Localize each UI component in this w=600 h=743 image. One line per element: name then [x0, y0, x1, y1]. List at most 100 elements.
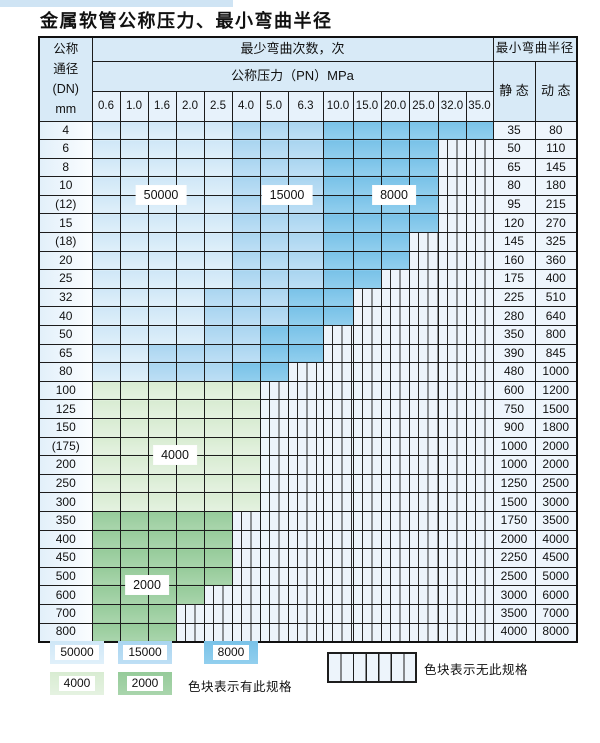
grid-cell — [408, 492, 439, 512]
grid-cell — [437, 455, 467, 475]
grid-cell — [259, 399, 289, 419]
grid-cell — [203, 269, 233, 289]
row-label-dn: 450 — [38, 548, 93, 568]
grid-cell — [408, 269, 439, 289]
grid-cell — [203, 529, 233, 550]
grid-cell — [119, 287, 149, 308]
row-label-dn: 350 — [38, 510, 93, 531]
grid-cell — [408, 585, 439, 605]
grid-cell — [287, 399, 324, 419]
grid-cell — [203, 399, 233, 419]
grid-cell — [119, 325, 149, 345]
grid-cell — [380, 455, 410, 475]
legend-swatch-2000: 2000 — [118, 672, 172, 695]
header-pressure-value: 1.6 — [147, 90, 177, 122]
dynamic-value: 845 — [534, 343, 578, 364]
grid-cell — [119, 306, 149, 327]
grid-cell — [322, 139, 354, 159]
static-value: 3000 — [492, 585, 536, 605]
dynamic-value: 400 — [534, 269, 578, 289]
grid-cell — [91, 510, 121, 531]
grid-cell — [287, 250, 324, 271]
grid-cell — [231, 176, 261, 196]
grid-cell — [352, 306, 382, 327]
header-pressure-value: 20.0 — [380, 90, 410, 122]
static-value: 390 — [492, 343, 536, 364]
grid-cell — [287, 603, 324, 624]
row-label-dn: 125 — [38, 399, 93, 419]
dynamic-value: 270 — [534, 213, 578, 234]
row-label-dn: 700 — [38, 603, 93, 624]
dynamic-value: 1200 — [534, 380, 578, 401]
static-value: 1250 — [492, 473, 536, 494]
grid-cell — [91, 380, 121, 401]
grid-cell — [322, 529, 354, 550]
dynamic-value: 1000 — [534, 362, 578, 382]
grid-cell — [408, 287, 439, 308]
grid-cell — [147, 343, 177, 364]
grid-cell — [287, 455, 324, 475]
grid-cell — [119, 120, 149, 141]
grid-cell — [322, 232, 354, 252]
legend-swatch-value: 8000 — [212, 645, 250, 660]
row-label-dn: (12) — [38, 194, 93, 215]
grid-cell — [465, 139, 494, 159]
grid-cell — [259, 585, 289, 605]
grid-cell — [259, 380, 289, 401]
grid-cell — [203, 325, 233, 345]
grid-cell — [231, 492, 261, 512]
grid-cell — [231, 362, 261, 382]
static-value: 2500 — [492, 566, 536, 587]
grid-cell — [380, 603, 410, 624]
grid-cell — [287, 566, 324, 587]
grid-cell — [380, 232, 410, 252]
grid-cell — [91, 157, 121, 178]
grid-cell — [91, 269, 121, 289]
grid-cell — [352, 548, 382, 568]
grid-cell — [259, 622, 289, 643]
grid-cell — [147, 362, 177, 382]
grid-cell — [322, 455, 354, 475]
grid-cell — [352, 287, 382, 308]
grid-cell — [231, 418, 261, 438]
header-dynamic: 动 态 — [534, 60, 578, 122]
grid-cell — [322, 510, 354, 531]
grid-cell — [408, 157, 439, 178]
grid-cell — [437, 492, 467, 512]
grid-cell — [175, 492, 205, 512]
grid-cell — [203, 157, 233, 178]
grid-cell — [259, 529, 289, 550]
static-value: 225 — [492, 287, 536, 308]
grid-cell — [352, 436, 382, 457]
grid-cell — [287, 306, 324, 327]
grid-cell — [203, 380, 233, 401]
grid-cell — [147, 510, 177, 531]
grid-cell — [437, 269, 467, 289]
grid-cell — [91, 603, 121, 624]
grid-cell — [465, 473, 494, 494]
static-value: 4000 — [492, 622, 536, 643]
grid-cell — [147, 529, 177, 550]
legend-swatch-value: 2000 — [126, 676, 164, 691]
static-value: 1000 — [492, 436, 536, 457]
grid-cell — [465, 343, 494, 364]
grid-cell — [322, 157, 354, 178]
grid-cell — [231, 269, 261, 289]
grid-cell — [203, 194, 233, 215]
grid-cell — [437, 566, 467, 587]
grid-cell — [465, 306, 494, 327]
grid-cell — [352, 418, 382, 438]
grid-cell — [203, 120, 233, 141]
grid-cell — [119, 603, 149, 624]
grid-cell — [437, 418, 467, 438]
grid-cell — [408, 529, 439, 550]
grid-cell — [91, 120, 121, 141]
grid-cell — [259, 473, 289, 494]
grid-cell — [322, 566, 354, 587]
grid-cell — [147, 287, 177, 308]
dynamic-value: 1500 — [534, 399, 578, 419]
row-label-dn: 6 — [38, 139, 93, 159]
grid-cell — [437, 343, 467, 364]
header-pressure-value: 35.0 — [465, 90, 494, 122]
grid-cell — [259, 566, 289, 587]
